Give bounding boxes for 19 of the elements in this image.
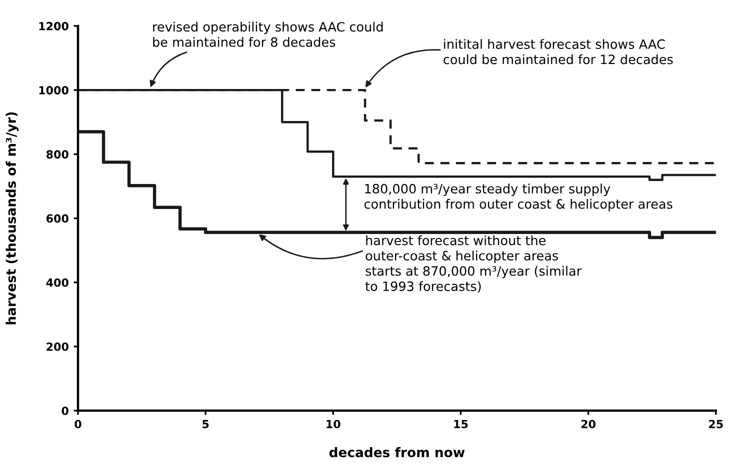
annotation: 180,000 m³/year steady timber supply contribution from outer coast & helicopter areas bbox=[364, 184, 672, 212]
x-tick-label: 5 bbox=[202, 420, 209, 428]
y-tick-label: 600 bbox=[46, 214, 68, 223]
annotation: initital harvest forecast shows AAC could be maintained for 12 decades bbox=[444, 39, 673, 64]
y-tick-label: 1200 bbox=[39, 22, 68, 30]
x-tick-label: 0 bbox=[74, 420, 82, 428]
annotation: harvest forecast without the outer-coast & helicopter areas starts at 870,000 m³/year (similar to 1993 forecasts) bbox=[365, 235, 582, 293]
y-tick-label: 1000 bbox=[39, 86, 68, 94]
x-tick-label: 20 bbox=[581, 420, 596, 428]
x-tick-label: 25 bbox=[709, 420, 723, 428]
annotation: revised operability shows AAC could be maintained for 8 decades bbox=[153, 22, 383, 47]
y-axis-title: harvest (thousands of m³/yr) bbox=[6, 112, 19, 324]
x-axis-title: decades from now bbox=[329, 447, 465, 458]
x-tick-label: 10 bbox=[326, 420, 340, 428]
y-tick-label: 400 bbox=[46, 278, 68, 287]
y-tick-label: 0 bbox=[62, 406, 68, 416]
y-tick-label: 200 bbox=[46, 342, 68, 351]
x-tick-label: 15 bbox=[454, 420, 468, 428]
y-tick-label: 800 bbox=[46, 150, 68, 159]
